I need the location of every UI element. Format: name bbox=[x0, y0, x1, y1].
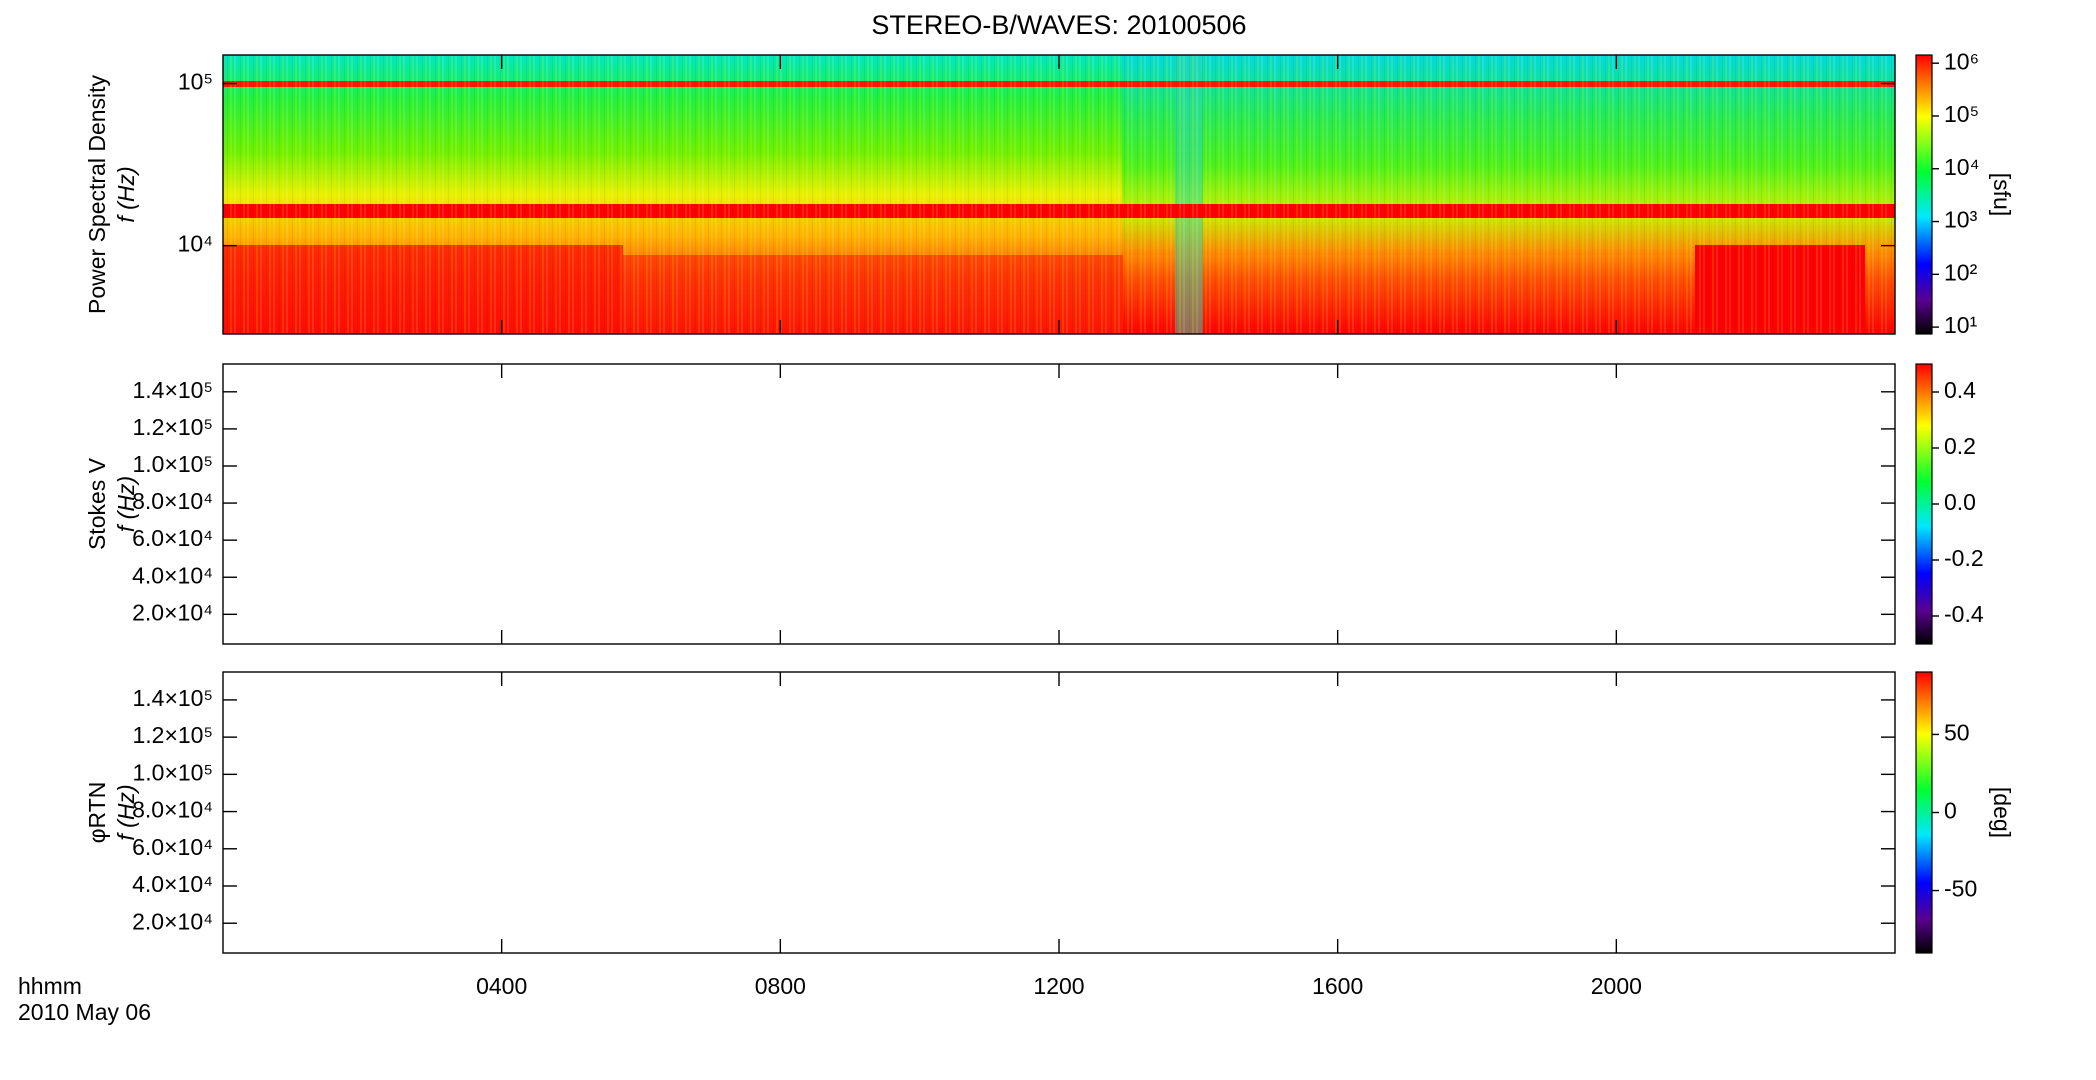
y-tick-label: 8.0×10⁴ bbox=[132, 488, 213, 514]
chart-title: STEREO-B/WAVES: 20100506 bbox=[871, 10, 1246, 40]
y-axis-label: Power Spectral Density bbox=[84, 74, 110, 314]
colorbar-label: [sfu] bbox=[1989, 173, 2015, 216]
y-tick-label: 1.2×10⁵ bbox=[132, 722, 213, 748]
x-tick-label: 1200 bbox=[1033, 973, 1084, 999]
colorbar-tick-label: -0.2 bbox=[1944, 545, 1984, 571]
colorbar-tick-label: 10⁶ bbox=[1944, 48, 1979, 74]
colorbar-tick-label: 10² bbox=[1944, 259, 1978, 285]
colorbar-label: [deg] bbox=[1989, 787, 2015, 838]
colorbar-tick-label: 0.0 bbox=[1944, 489, 1976, 515]
x-tick-label: 0800 bbox=[755, 973, 806, 999]
y-axis-label: f (Hz) bbox=[113, 476, 139, 532]
spectrogram-image bbox=[223, 55, 1895, 334]
y-axis-label: φRTN bbox=[84, 782, 110, 844]
colorbar bbox=[1915, 671, 1933, 954]
colorbar-tick-label: 0.2 bbox=[1944, 433, 1976, 459]
colorbar-tick-label: -0.4 bbox=[1944, 601, 1984, 627]
y-tick-label: 4.0×10⁴ bbox=[132, 562, 213, 588]
y-tick-label: 10⁴ bbox=[178, 231, 213, 257]
y-tick-label: 6.0×10⁴ bbox=[132, 834, 213, 860]
colorbar-tick-label: 10³ bbox=[1944, 207, 1978, 233]
y-tick-label: 1.4×10⁵ bbox=[132, 377, 213, 403]
y-tick-label: 1.2×10⁵ bbox=[132, 414, 213, 440]
colorbar-tick-label: 10¹ bbox=[1944, 312, 1978, 338]
y-tick-label: 1.0×10⁵ bbox=[132, 451, 213, 477]
y-axis-label: Stokes V bbox=[84, 457, 110, 550]
x-tick-label: 2000 bbox=[1591, 973, 1642, 999]
colorbar bbox=[1915, 54, 1933, 335]
plot-frame bbox=[222, 671, 1896, 954]
y-tick-label: 8.0×10⁴ bbox=[132, 797, 213, 823]
y-tick-label: 2.0×10⁴ bbox=[132, 599, 213, 625]
colorbar-tick-label: -50 bbox=[1944, 876, 1977, 902]
colorbar bbox=[1915, 363, 1933, 645]
x-axis-label: hhmm bbox=[18, 973, 82, 999]
plot-frame bbox=[222, 363, 1896, 645]
colorbar-tick-label: 0.4 bbox=[1944, 377, 1976, 403]
x-tick-label: 0400 bbox=[476, 973, 527, 999]
y-axis-label: f (Hz) bbox=[113, 784, 139, 840]
y-tick-label: 1.4×10⁵ bbox=[132, 685, 213, 711]
y-tick-label: 10⁵ bbox=[178, 69, 213, 95]
colorbar-tick-label: 10⁴ bbox=[1944, 154, 1979, 180]
colorbar-tick-label: 50 bbox=[1944, 720, 1970, 746]
y-tick-label: 2.0×10⁴ bbox=[132, 908, 213, 934]
colorbar-tick-label: 10⁵ bbox=[1944, 101, 1979, 127]
y-tick-label: 6.0×10⁴ bbox=[132, 525, 213, 551]
x-tick-label: 1600 bbox=[1312, 973, 1363, 999]
date-label: 2010 May 06 bbox=[18, 999, 151, 1025]
y-tick-label: 4.0×10⁴ bbox=[132, 871, 213, 897]
y-axis-label: f (Hz) bbox=[113, 166, 139, 222]
colorbar-tick-label: 0 bbox=[1944, 798, 1957, 824]
y-tick-label: 1.0×10⁵ bbox=[132, 759, 213, 785]
